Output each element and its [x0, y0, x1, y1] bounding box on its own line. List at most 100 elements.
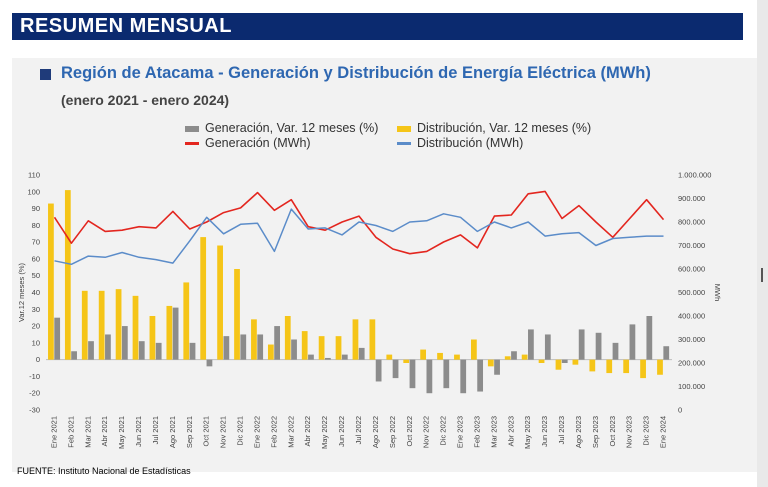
- bar-generacion-var: [358, 347, 365, 360]
- x-tick-label: Jun 2022: [337, 416, 346, 447]
- bar-distribucion-var: [200, 237, 207, 360]
- bar-generacion-var: [561, 359, 568, 363]
- bar-generacion-var: [274, 326, 280, 360]
- bar-distribucion-var: [48, 203, 54, 360]
- bar-distribucion-var: [487, 359, 494, 367]
- bar-distribucion-var: [234, 269, 240, 360]
- bar-generacion-var: [612, 342, 619, 360]
- x-tick-label: May 2023: [523, 416, 532, 449]
- chart-panel: [12, 58, 757, 472]
- y-tick-label: 80: [32, 221, 40, 230]
- y-tick-label: -30: [29, 406, 40, 415]
- bar-generacion-var: [663, 346, 670, 360]
- legend-swatch-distribucion-var: [397, 125, 411, 132]
- legend-swatch-generacion-var: [185, 125, 199, 132]
- x-tick-label: Mar 2021: [83, 416, 92, 448]
- x-tick-label: Mar 2023: [489, 416, 498, 448]
- y-tick-label: 90: [32, 204, 40, 213]
- x-tick-label: Sep 2022: [388, 416, 397, 448]
- bar-distribucion-var: [318, 336, 325, 360]
- bar-generacion-var: [426, 359, 433, 394]
- x-tick-label: Jul 2023: [557, 416, 566, 444]
- bar-generacion-var: [544, 334, 551, 360]
- chart-title: Región de Atacama - Generación y Distrib…: [61, 64, 651, 82]
- x-tick-label: Dic 2021: [236, 416, 245, 446]
- source-note: FUENTE: Instituto Nacional de Estadístic…: [17, 466, 191, 476]
- bar-distribucion-var: [115, 289, 122, 360]
- y-tick-label: 20: [32, 322, 40, 331]
- scrollbar-thumb[interactable]: [761, 268, 763, 282]
- bar-distribucion-var: [98, 290, 105, 360]
- x-tick-label: Jun 2023: [540, 416, 549, 447]
- x-tick-label: Abr 2021: [100, 416, 109, 446]
- y2-tick-label: 0: [678, 406, 682, 415]
- bar-distribucion-var: [504, 356, 511, 360]
- scrollbar[interactable]: [757, 0, 768, 487]
- bar-distribucion-var: [267, 344, 274, 360]
- bar-distribucion-var: [335, 336, 342, 360]
- bar-distribucion-var: [623, 359, 630, 374]
- bar-generacion-var: [121, 326, 128, 360]
- y2-tick-label: 600.000: [678, 265, 705, 274]
- y-tick-label: 30: [32, 305, 40, 314]
- legend-generacion-var: Generación, Var. 12 meses (%): [185, 121, 378, 135]
- y-tick-label: 110: [28, 171, 40, 180]
- x-tick-label: Feb 2022: [269, 416, 278, 448]
- bar-generacion-var: [409, 359, 416, 389]
- bar-distribucion-var: [606, 359, 613, 374]
- bar-generacion-var: [54, 317, 61, 360]
- legend-swatch-distribucion: [397, 142, 411, 146]
- bar-distribucion-var: [454, 354, 460, 360]
- legend-distribucion-var: Distribución, Var. 12 meses (%): [397, 121, 591, 135]
- bar-generacion-var: [172, 307, 179, 360]
- bar-generacion-var: [528, 329, 534, 360]
- bar-generacion-var: [206, 359, 213, 367]
- bar-generacion-var: [443, 359, 450, 389]
- x-tick-label: Oct 2023: [608, 416, 617, 446]
- legend-label-generacion-var: Generación, Var. 12 meses (%): [205, 121, 379, 135]
- bar-distribucion-var: [555, 359, 562, 370]
- bar-generacion-var: [105, 334, 111, 360]
- y2-tick-label: 500.000: [678, 288, 705, 297]
- bar-generacion-var: [71, 351, 77, 360]
- bar-generacion-var: [291, 339, 297, 360]
- bar-distribucion-var: [420, 349, 427, 360]
- bar-generacion-var: [578, 329, 585, 360]
- bar-generacion-var: [477, 359, 484, 392]
- bar-distribucion-var: [183, 282, 190, 360]
- y2-tick-label: 200.000: [678, 359, 705, 368]
- x-tick-label: Oct 2022: [405, 416, 414, 446]
- x-tick-label: Ago 2021: [168, 416, 177, 448]
- y-tick-label: 50: [32, 271, 40, 280]
- bar-generacion-var: [257, 334, 264, 360]
- y-tick-label: 10: [32, 338, 40, 347]
- x-tick-label: Jun 2021: [134, 416, 143, 447]
- x-tick-label: Nov 2022: [422, 416, 431, 448]
- bar-distribucion-var: [352, 319, 359, 360]
- bar-distribucion-var: [403, 359, 410, 363]
- y2-tick-label: 100.000: [678, 382, 705, 391]
- bar-generacion-var: [629, 324, 636, 360]
- x-tick-label: Feb 2021: [66, 416, 75, 448]
- x-tick-label: Jul 2021: [151, 416, 160, 444]
- legend-label-distribucion: Distribución (MWh): [417, 136, 524, 150]
- x-tick-label: Ene 2022: [253, 416, 262, 448]
- bar-generacion-var: [511, 351, 517, 360]
- bar-generacion-var: [392, 359, 399, 379]
- bar-generacion-var: [595, 332, 602, 360]
- y2-tick-label: 900.000: [678, 194, 705, 203]
- bar-distribucion-var: [64, 190, 71, 360]
- section-banner: RESUMEN MENSUAL: [12, 13, 743, 40]
- bar-distribucion-var: [572, 359, 579, 365]
- legend-swatch-generacion: [185, 142, 199, 146]
- bar-generacion-var: [460, 359, 467, 394]
- x-tick-label: Ene 2024: [659, 416, 668, 448]
- bar-generacion-var: [189, 342, 196, 360]
- y2-tick-label: 700.000: [678, 241, 705, 250]
- x-tick-label: May 2022: [320, 416, 329, 449]
- x-tick-label: Mar 2022: [286, 416, 295, 448]
- y-tick-label: 0: [36, 355, 40, 364]
- bar-distribucion-var: [657, 359, 663, 375]
- bar-generacion-var: [494, 359, 500, 375]
